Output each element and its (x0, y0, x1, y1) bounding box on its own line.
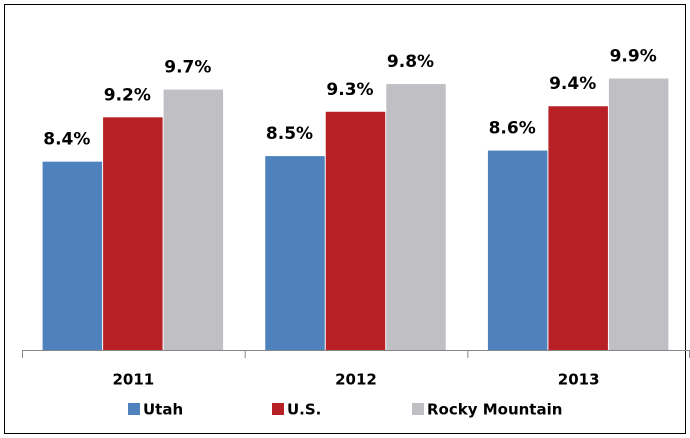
bar (163, 89, 224, 351)
value-label: 8.5% (266, 124, 313, 144)
legend-swatch (128, 403, 140, 415)
bar (386, 84, 446, 350)
legend-swatch (412, 403, 424, 415)
bar (548, 106, 608, 351)
value-label: 8.4% (43, 130, 90, 150)
value-label: 8.6% (489, 119, 536, 139)
value-label: 9.4% (549, 74, 596, 94)
legend-label: Utah (143, 401, 183, 419)
bar (42, 161, 103, 350)
bar (608, 78, 669, 350)
x-tick-label: 2012 (335, 371, 377, 389)
x-tick-label: 2013 (558, 371, 600, 389)
bar (325, 111, 386, 350)
value-label: 9.7% (164, 58, 211, 78)
x-tick-label: 2011 (112, 371, 154, 389)
value-label: 9.9% (610, 47, 657, 67)
legend-label: Rocky Mountain (427, 401, 562, 419)
legend-swatch (272, 403, 284, 415)
legend-label: U.S. (287, 401, 321, 419)
value-label: 9.8% (387, 52, 434, 72)
value-label: 9.3% (326, 80, 373, 100)
bar (487, 150, 548, 350)
bar (265, 156, 325, 350)
bar (103, 117, 163, 350)
value-label: 9.2% (104, 85, 151, 105)
